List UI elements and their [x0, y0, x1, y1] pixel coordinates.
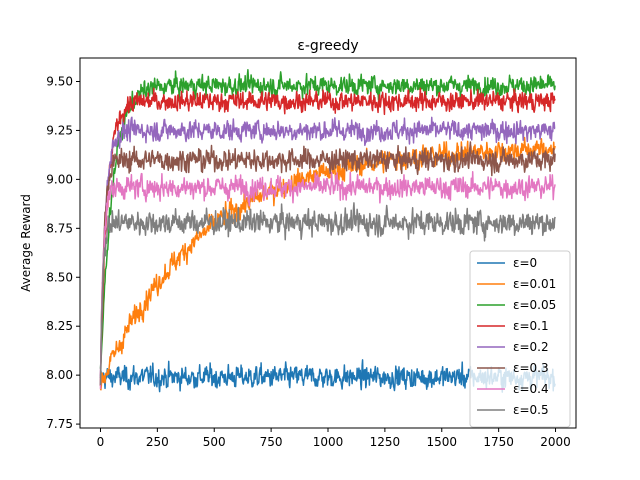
x-tick-label: 0 [97, 435, 105, 449]
series-line-1 [99, 136, 556, 391]
legend: ε=0 ε=0.01 ε=0.05 ε=0.1 ε=0.2 ε=0.3 ε=0.4 ε=0.5 [469, 250, 571, 428]
legend-label: ε=0.5 [513, 403, 549, 417]
legend-box [469, 250, 571, 428]
chart-title: ε-greedy [297, 38, 358, 54]
series-line-7 [99, 202, 556, 386]
series-line-5 [99, 141, 556, 386]
y-axis-ticks: 7.75 8.00 8.25 8.50 8.75 9.00 9.25 9.50 [46, 74, 80, 431]
legend-label: ε=0.1 [513, 319, 549, 333]
y-axis-label: Average Reward [19, 194, 33, 292]
legend-label: ε=0.3 [513, 361, 549, 375]
x-tick-label: 2000 [540, 435, 571, 449]
legend-label: ε=0.4 [513, 382, 549, 396]
x-tick-label: 500 [203, 435, 226, 449]
legend-label: ε=0.05 [513, 298, 556, 312]
y-tick-label: 8.75 [46, 221, 73, 235]
x-tick-label: 250 [146, 435, 169, 449]
y-tick-label: 9.50 [46, 74, 73, 88]
series-line-3 [99, 87, 556, 387]
y-tick-label: 8.00 [46, 368, 73, 382]
x-tick-label: 1750 [483, 435, 514, 449]
series-line-6 [99, 171, 556, 389]
series-line-4 [99, 116, 556, 376]
x-axis-ticks: 0 250 500 750 1000 1250 1500 1750 2000 [97, 428, 571, 449]
legend-label: ε=0.2 [513, 340, 549, 354]
x-tick-label: 1000 [313, 435, 344, 449]
series-layer [99, 69, 556, 393]
x-tick-label: 1500 [426, 435, 457, 449]
y-tick-label: 8.25 [46, 319, 73, 333]
y-tick-label: 9.25 [46, 123, 73, 137]
y-tick-label: 8.50 [46, 270, 73, 284]
y-tick-label: 9.00 [46, 172, 73, 186]
y-tick-label: 7.75 [46, 417, 73, 431]
legend-label: ε=0.01 [513, 277, 556, 291]
legend-label: ε=0 [513, 256, 537, 270]
x-tick-label: 1250 [370, 435, 401, 449]
x-tick-label: 750 [260, 435, 283, 449]
